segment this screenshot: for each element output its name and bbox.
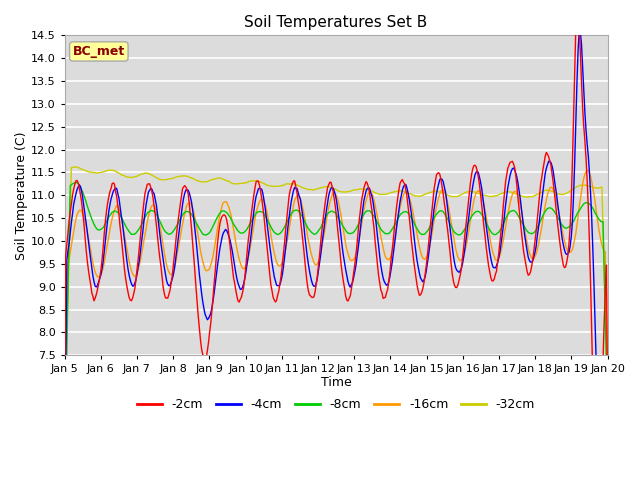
Title: Soil Temperatures Set B: Soil Temperatures Set B bbox=[244, 15, 428, 30]
Text: BC_met: BC_met bbox=[73, 45, 125, 58]
Legend: -2cm, -4cm, -8cm, -16cm, -32cm: -2cm, -4cm, -8cm, -16cm, -32cm bbox=[132, 393, 540, 416]
Y-axis label: Soil Temperature (C): Soil Temperature (C) bbox=[15, 131, 28, 260]
X-axis label: Time: Time bbox=[321, 376, 351, 389]
